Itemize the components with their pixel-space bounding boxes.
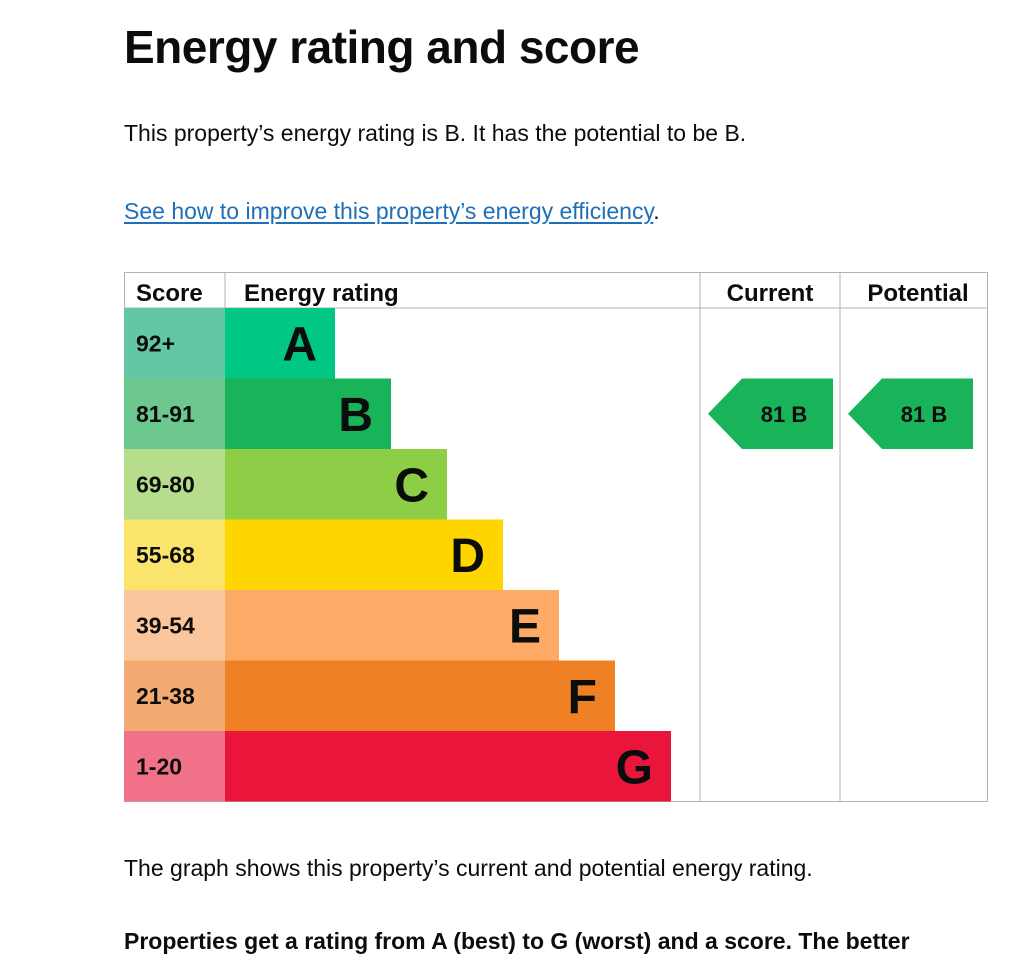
header-energy-rating: Energy rating: [244, 280, 399, 307]
improve-efficiency-link[interactable]: See how to improve this property’s energ…: [124, 198, 654, 224]
score-range-b: 81-91: [136, 401, 195, 427]
band-bar-d: [225, 519, 503, 590]
potential-arrow-label: 81 B: [901, 402, 947, 427]
score-range-d: 55-68: [136, 542, 195, 568]
score-range-f: 21-38: [136, 683, 195, 709]
band-bar-a: [225, 308, 335, 379]
score-cell-g: [124, 731, 225, 802]
energy-rating-graph: Score Energy rating Current Potential 92…: [124, 272, 988, 802]
improve-paragraph: See how to improve this property’s energ…: [124, 198, 660, 225]
header-potential: Potential: [867, 280, 968, 307]
header-score: Score: [136, 280, 203, 307]
rating-bands: 92+ A 81-91 B 69-80 C 55-68 D 39-54 E 21-38 F 1-20 G: [124, 308, 671, 802]
score-cell-f: [124, 660, 225, 731]
rating-explanation: Properties get a rating from A (best) to…: [124, 928, 910, 954]
graph-caption: The graph shows this property’s current …: [124, 855, 813, 881]
current-arrow: [708, 378, 833, 449]
band-letter-f: F: [568, 671, 597, 724]
score-cell-c: [124, 449, 225, 520]
band-letter-e: E: [509, 600, 541, 653]
score-cell-a: [124, 308, 225, 379]
header-current: Current: [727, 280, 814, 307]
band-bar-e: [225, 590, 559, 661]
page-title: Energy rating and score: [124, 21, 640, 73]
score-range-g: 1-20: [136, 753, 182, 779]
band-letter-a: A: [282, 318, 317, 371]
energy-rating-chart: Score Energy rating Current Potential 92…: [124, 272, 988, 802]
band-bar-f: [225, 660, 615, 731]
band-letter-c: C: [394, 459, 429, 512]
score-cell-b: [124, 378, 225, 449]
rating-arrows: 81 B 81 B: [708, 378, 973, 449]
score-cell-d: [124, 519, 225, 590]
score-range-c: 69-80: [136, 471, 195, 497]
band-bar-g: [225, 731, 671, 802]
potential-arrow: [848, 378, 973, 449]
band-bar-c: [225, 449, 447, 520]
score-cell-e: [124, 590, 225, 661]
score-range-a: 92+: [136, 330, 175, 356]
band-letter-b: B: [338, 389, 373, 442]
score-range-e: 39-54: [136, 612, 195, 638]
band-letter-d: D: [450, 530, 485, 583]
band-bar-b: [225, 378, 391, 449]
link-suffix: .: [653, 198, 660, 224]
current-arrow-label: 81 B: [761, 402, 807, 427]
band-letter-g: G: [616, 741, 653, 794]
rating-summary: This property’s energy rating is B. It h…: [124, 120, 747, 146]
